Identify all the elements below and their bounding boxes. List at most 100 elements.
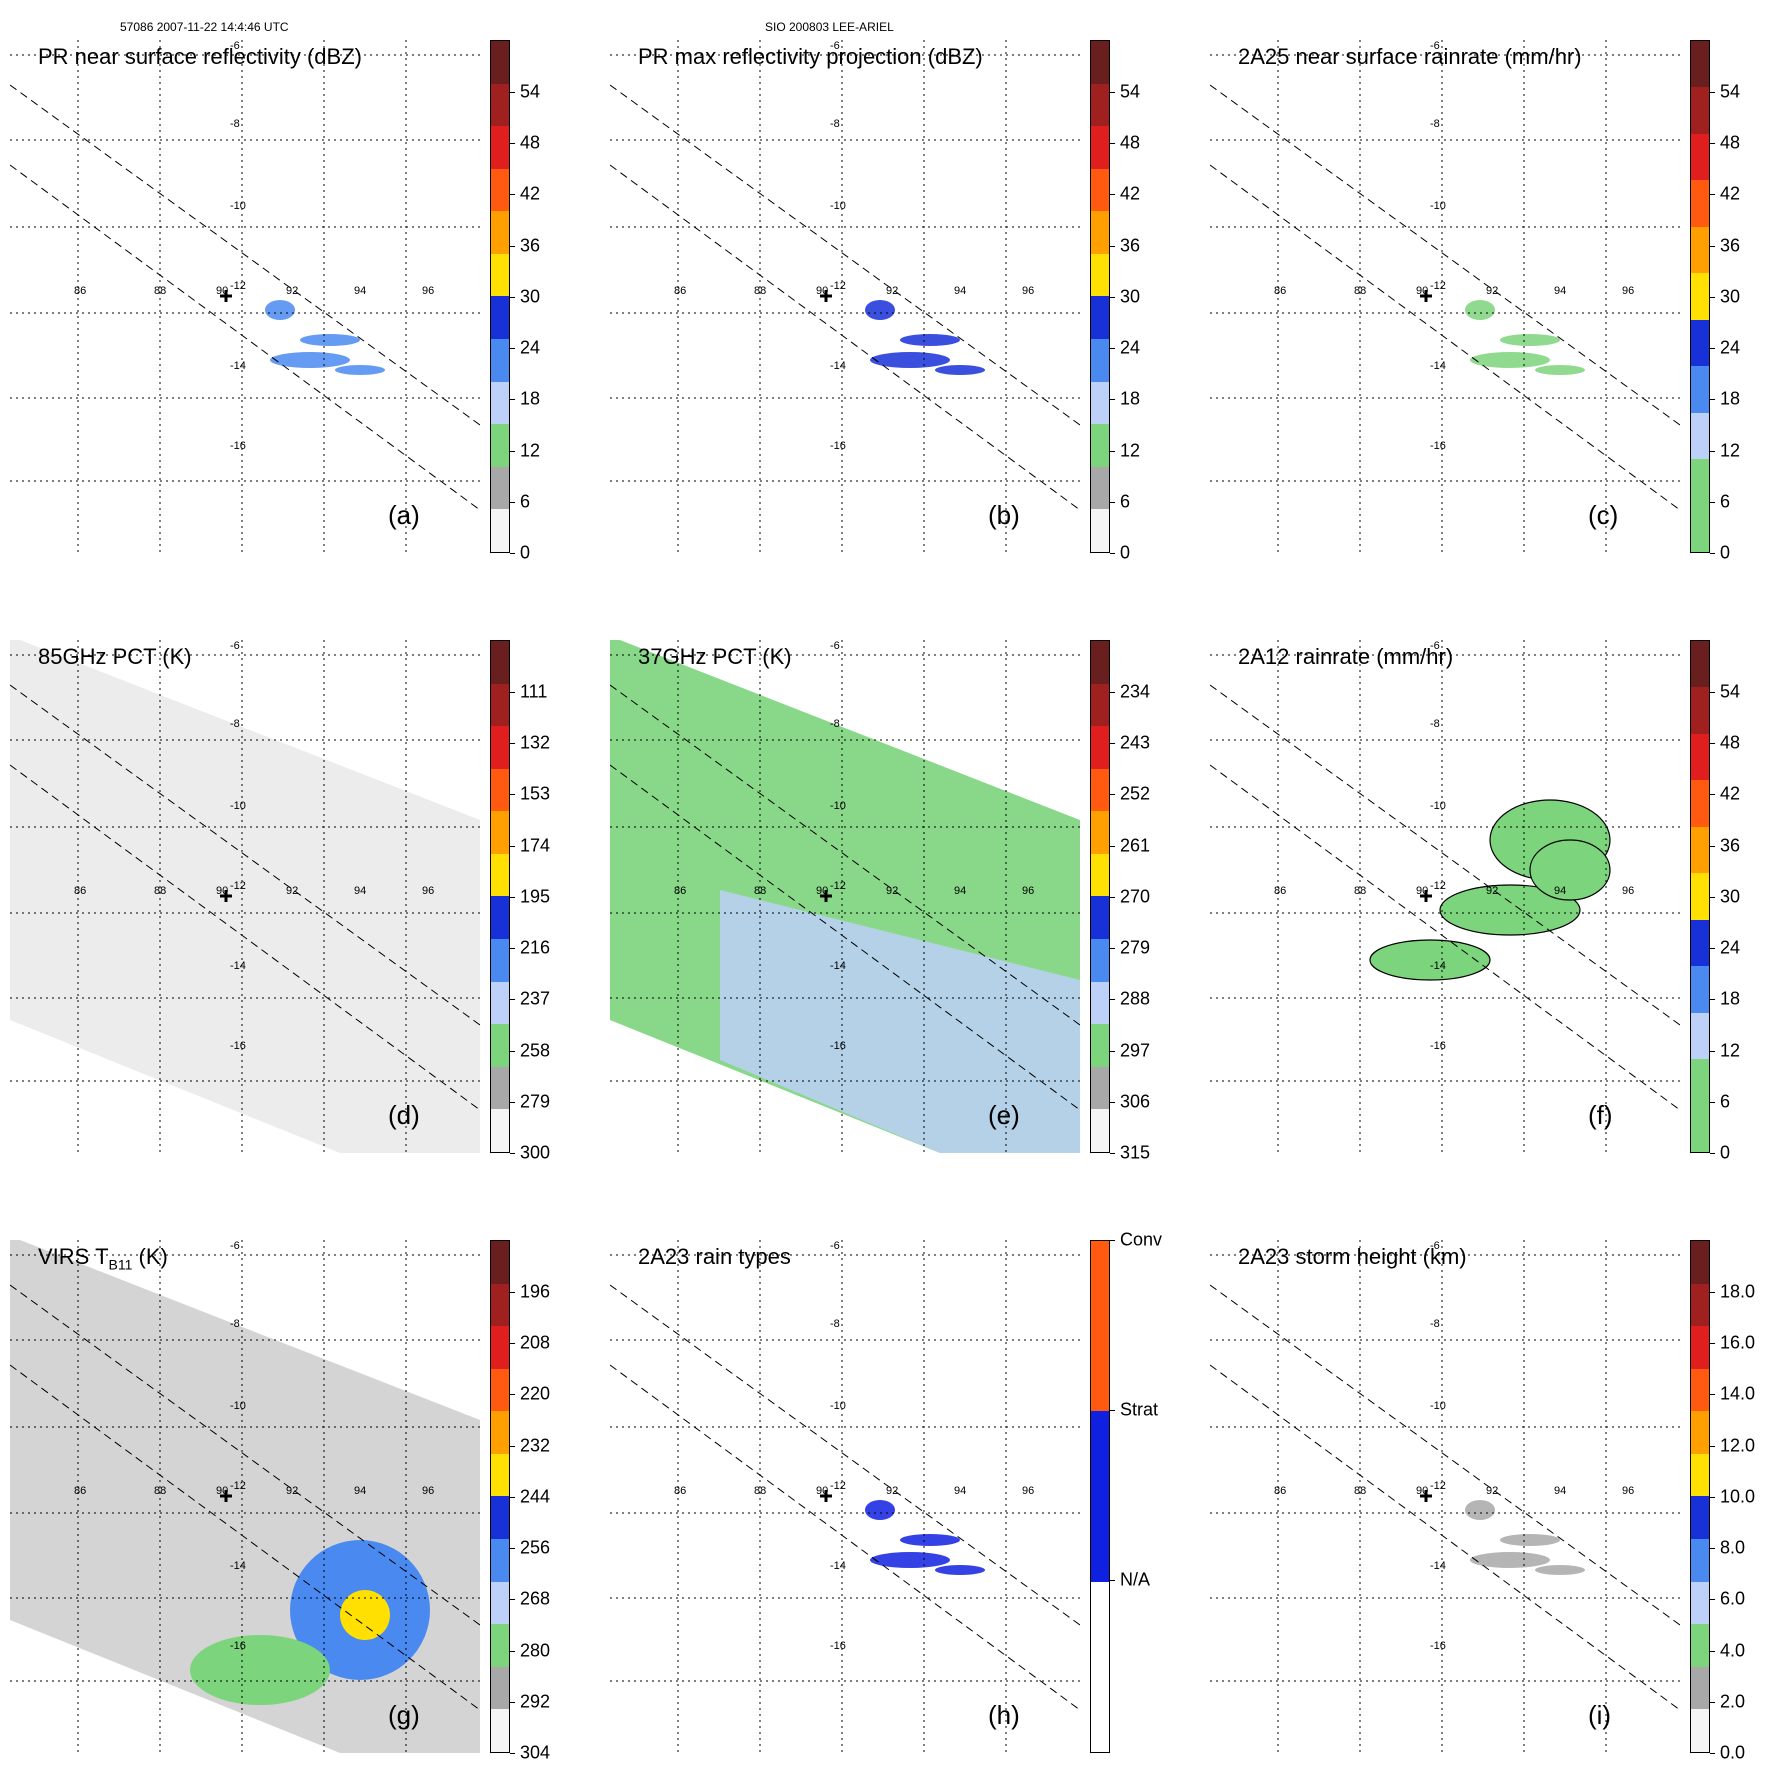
colorbar-tick-label: 208 bbox=[520, 1332, 551, 1353]
colorbar-segment bbox=[491, 1453, 509, 1497]
colorbar-tick-label: 10.0 bbox=[1720, 1486, 1756, 1507]
colorbar bbox=[1090, 1240, 1110, 1753]
lat-label: -8 bbox=[230, 718, 240, 730]
colorbar-segment bbox=[491, 1326, 509, 1369]
colorbar-segment bbox=[1691, 1241, 1709, 1284]
lat-label: -14 bbox=[1430, 360, 1446, 372]
colorbar-tick-mark bbox=[510, 501, 515, 503]
storm-center-marker bbox=[820, 1490, 832, 1502]
colorbar-tick-label: 0 bbox=[1720, 542, 1731, 563]
map-svg bbox=[10, 640, 480, 1153]
colorbar-tick-label: 252 bbox=[1120, 783, 1151, 804]
colorbar-tick-mark bbox=[1710, 348, 1715, 350]
panel-title-text: PR max reflectivity projection (dBZ) bbox=[638, 44, 983, 69]
colorbar-segment bbox=[1691, 1105, 1709, 1152]
colorbar-tick-label: 30 bbox=[1120, 286, 1141, 307]
lon-label: 96 bbox=[422, 885, 435, 897]
lon-label: 90 bbox=[1416, 885, 1429, 897]
lon-label: 90 bbox=[216, 285, 229, 297]
colorbar-tick-mark bbox=[1710, 296, 1715, 298]
map-svg bbox=[1210, 40, 1680, 553]
colorbar-tick-label: 195 bbox=[520, 886, 551, 907]
panel-e: 86 88 90 92 94 96 -6 -8 -10 -12 -14 -16 37GHz PCT (K… bbox=[600, 640, 1150, 1180]
colorbar-segment bbox=[491, 211, 509, 254]
lat-label: -6 bbox=[230, 40, 240, 52]
colorbar-segment bbox=[1091, 1411, 1109, 1582]
panel-title: 2A23 rain types bbox=[638, 1244, 791, 1270]
rain-patch bbox=[265, 300, 295, 320]
lon-label: 94 bbox=[354, 1485, 367, 1497]
colorbar-segment bbox=[1691, 505, 1709, 552]
colorbar-segment bbox=[491, 253, 509, 297]
lat-label: -6 bbox=[1430, 640, 1440, 652]
lon-label: 92 bbox=[886, 885, 899, 897]
colorbar-tick-mark bbox=[1710, 553, 1715, 554]
colorbar-tick-label: 54 bbox=[1120, 81, 1141, 102]
map-svg bbox=[10, 1240, 480, 1753]
panel-title: 85GHz PCT (K) bbox=[38, 644, 192, 670]
lon-label: 94 bbox=[1554, 1485, 1567, 1497]
colorbar-segment bbox=[1691, 133, 1709, 181]
storm-center-marker bbox=[220, 1490, 232, 1502]
lat-label: -8 bbox=[230, 118, 240, 130]
colorbar-tick-mark bbox=[1710, 1445, 1715, 1447]
lat-label: -14 bbox=[1430, 960, 1446, 972]
swath-cold-region bbox=[720, 890, 1080, 1153]
panel-title-text: 37GHz PCT (K) bbox=[638, 644, 792, 669]
colorbar-tick-mark bbox=[510, 348, 515, 350]
colorbar-segment bbox=[491, 939, 509, 982]
colorbar bbox=[1690, 1240, 1710, 1753]
swath-edge bbox=[1210, 84, 1680, 426]
colorbar-tick-mark bbox=[1710, 743, 1715, 745]
colorbar-tick-mark bbox=[1110, 245, 1115, 247]
colorbar-segment bbox=[491, 41, 509, 84]
colorbar-tick-mark bbox=[1710, 450, 1715, 452]
colorbar-segment bbox=[1091, 1581, 1109, 1752]
colorbar-tick-label: 24 bbox=[1720, 937, 1741, 958]
swath-edge bbox=[10, 764, 480, 1111]
lat-label: -14 bbox=[1430, 1560, 1446, 1572]
colorbar-tick-mark bbox=[1710, 948, 1715, 950]
lat-label: -8 bbox=[830, 1318, 840, 1330]
lon-label: 96 bbox=[1022, 285, 1035, 297]
lon-label: 96 bbox=[1622, 285, 1635, 297]
panel-title-text: PR near surface reflectivity (dBZ) bbox=[38, 44, 362, 69]
colorbar-tick-label: 18.0 bbox=[1720, 1281, 1756, 1302]
colorbar-segment bbox=[1091, 253, 1109, 297]
colorbar-tick-mark bbox=[1710, 1496, 1715, 1498]
lon-label: 90 bbox=[816, 285, 829, 297]
colorbar-segment bbox=[1691, 1539, 1709, 1582]
colorbar-tick-mark bbox=[510, 845, 515, 847]
colorbar-tick-mark bbox=[510, 450, 515, 452]
colorbar-tick-mark bbox=[1110, 692, 1115, 693]
colorbar-segment bbox=[1091, 381, 1109, 425]
colorbar-segment bbox=[491, 981, 509, 1025]
colorbar-tick-mark bbox=[1710, 896, 1715, 898]
lon-label: 86 bbox=[1274, 885, 1287, 897]
lon-label: 88 bbox=[1354, 1485, 1367, 1497]
map-svg bbox=[610, 1240, 1080, 1753]
colorbar-segment bbox=[1691, 1666, 1709, 1710]
colorbar-tick-label: 280 bbox=[520, 1640, 551, 1661]
colorbar-tick-mark bbox=[510, 245, 515, 247]
lat-label: -14 bbox=[830, 1560, 846, 1572]
lat-label: -12 bbox=[1430, 880, 1446, 892]
colorbar-segment bbox=[1691, 1411, 1709, 1454]
rain-patch bbox=[870, 1552, 950, 1568]
colorbar-tick-label: 0 bbox=[1720, 1142, 1731, 1163]
colorbar-tick-mark bbox=[1110, 743, 1115, 745]
panel-b: 86 88 90 92 94 96 -6 -8 -10 -12 -14 -16 PR max refle… bbox=[600, 40, 1140, 580]
colorbar-tick-label: 279 bbox=[520, 1091, 551, 1112]
colorbar-tick-mark bbox=[510, 896, 515, 898]
colorbar-tick-label: 243 bbox=[1120, 732, 1151, 753]
map-svg bbox=[10, 40, 480, 553]
panel-title-unit: (K) bbox=[132, 1244, 168, 1269]
lat-label: -12 bbox=[230, 1480, 246, 1492]
panel-label: (d) bbox=[388, 1100, 420, 1130]
colorbar-tick-mark bbox=[510, 794, 515, 796]
colorbar-tick-label: 216 bbox=[520, 937, 551, 958]
swath-edge bbox=[610, 684, 1080, 1026]
colorbar-segment bbox=[1691, 1709, 1709, 1752]
lat-label: -8 bbox=[1430, 118, 1440, 130]
colorbar-tick-mark bbox=[1110, 348, 1115, 350]
